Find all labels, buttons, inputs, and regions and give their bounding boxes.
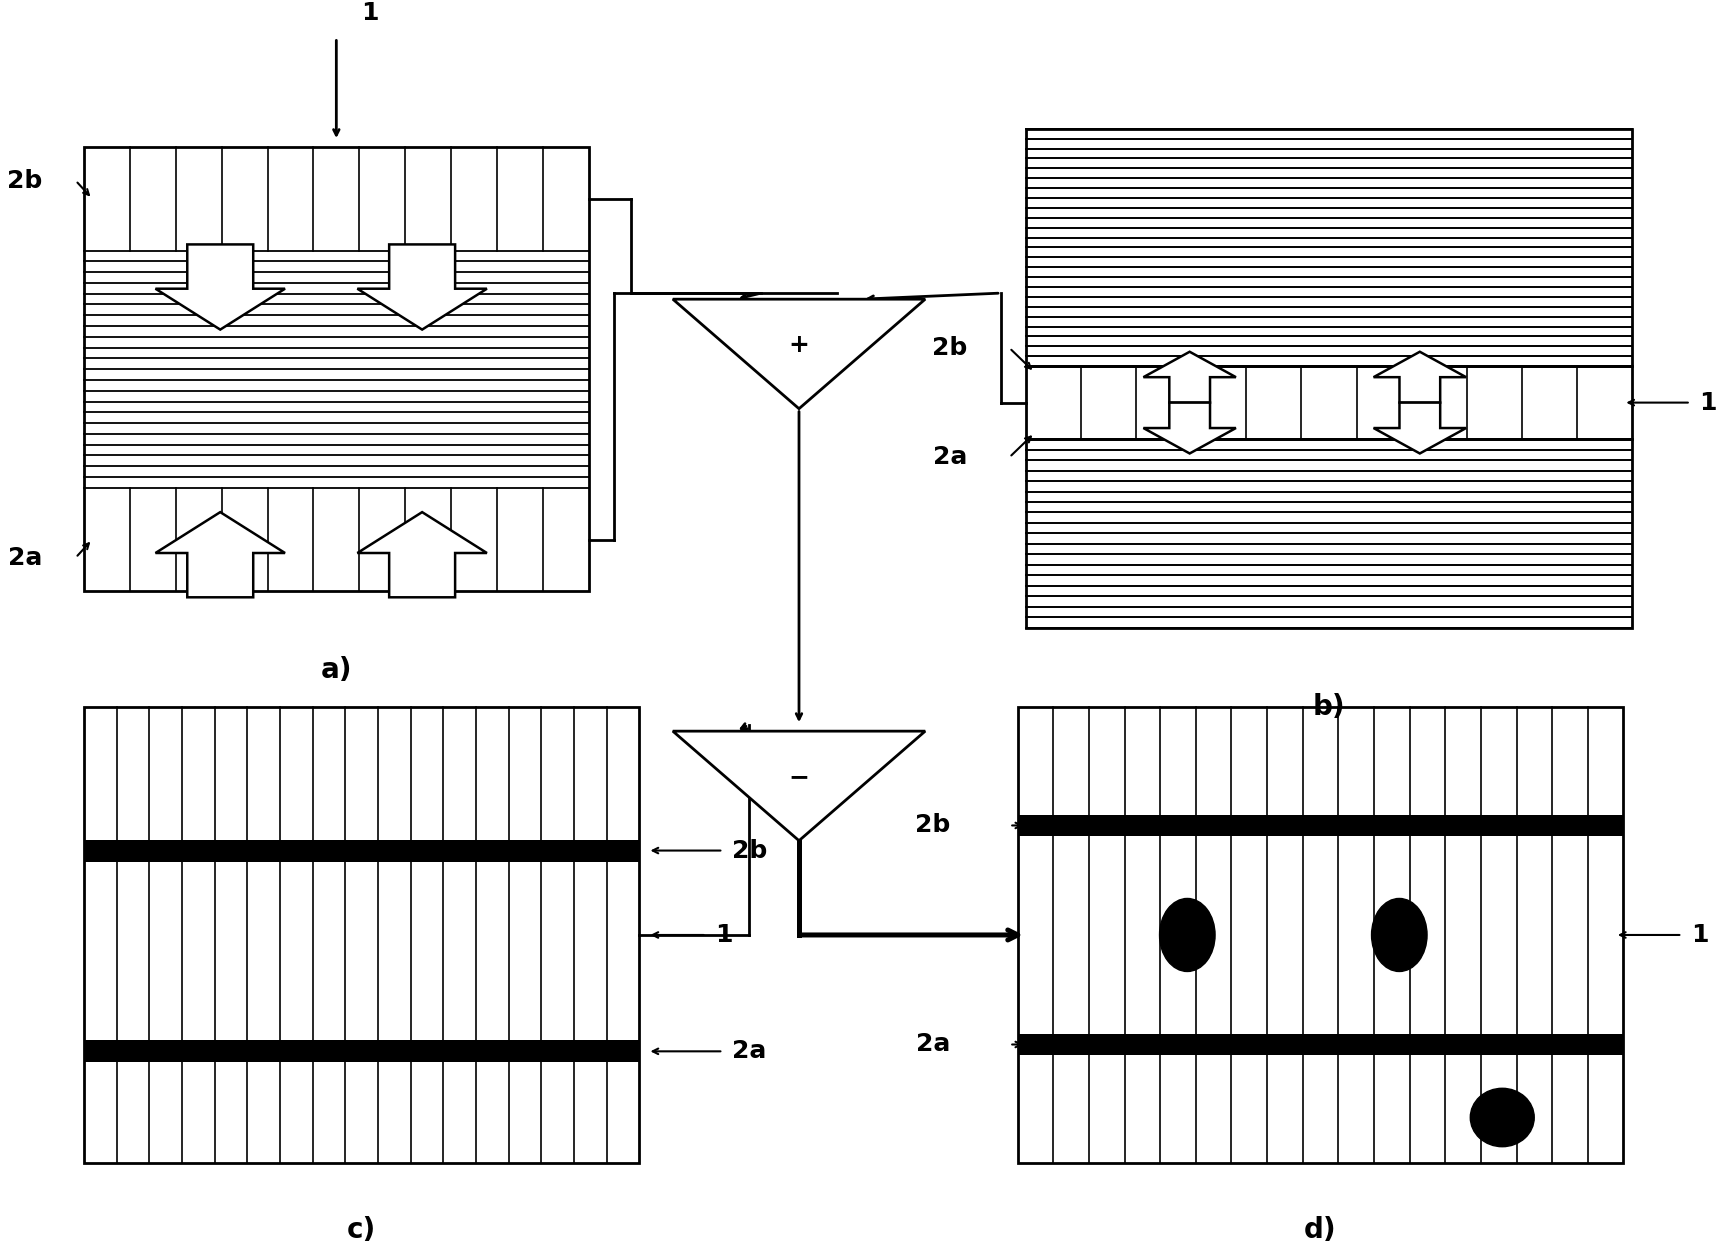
Polygon shape	[155, 512, 285, 598]
Bar	[1026, 366, 1632, 439]
Polygon shape	[1144, 352, 1235, 403]
Polygon shape	[1374, 352, 1465, 403]
Text: 2b: 2b	[931, 336, 967, 359]
Bar	[84, 706, 639, 1163]
Bar	[1017, 1033, 1624, 1056]
Polygon shape	[357, 245, 486, 329]
Polygon shape	[673, 300, 926, 408]
Text: 2b: 2b	[916, 814, 950, 837]
Bar	[1026, 366, 1632, 439]
Bar	[1017, 706, 1624, 1163]
Ellipse shape	[1371, 899, 1428, 971]
Text: d): d)	[1304, 1216, 1337, 1244]
Text: +: +	[789, 333, 809, 357]
Polygon shape	[1374, 403, 1465, 453]
Text: 2b: 2b	[732, 839, 766, 862]
Text: 1: 1	[715, 924, 732, 947]
Bar	[1017, 706, 1624, 1163]
Bar	[84, 147, 589, 592]
Polygon shape	[155, 245, 285, 329]
Bar	[84, 706, 639, 1163]
Polygon shape	[357, 512, 486, 598]
Bar	[84, 1041, 639, 1062]
Text: a): a)	[321, 656, 352, 684]
Bar	[84, 840, 639, 861]
Text: b): b)	[1313, 693, 1345, 721]
Text: 2a: 2a	[7, 545, 41, 570]
Bar	[1017, 815, 1624, 836]
Text: 2a: 2a	[732, 1040, 766, 1063]
Text: 1: 1	[1691, 924, 1708, 947]
Ellipse shape	[1471, 1088, 1534, 1147]
Text: c): c)	[347, 1216, 376, 1244]
Ellipse shape	[1160, 899, 1215, 971]
Polygon shape	[673, 731, 926, 841]
Bar	[84, 147, 589, 592]
Bar	[1026, 129, 1632, 366]
Text: 1: 1	[361, 1, 380, 25]
Text: −: −	[789, 765, 809, 789]
Bar	[1026, 439, 1632, 628]
Bar	[1026, 439, 1632, 628]
Text: 2b: 2b	[7, 168, 41, 192]
Bar	[1026, 129, 1632, 366]
Polygon shape	[1144, 403, 1235, 453]
Text: 1: 1	[1699, 391, 1716, 414]
Text: 2a: 2a	[933, 446, 967, 469]
Text: 2a: 2a	[916, 1032, 950, 1057]
